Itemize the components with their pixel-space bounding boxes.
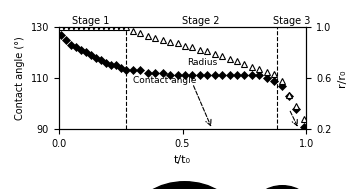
Y-axis label: r/r₀: r/r₀ <box>337 69 347 87</box>
Y-axis label: Contact angle (°): Contact angle (°) <box>15 36 25 120</box>
Text: Stage 2: Stage 2 <box>182 15 220 26</box>
Text: Contact angle: Contact angle <box>133 76 196 85</box>
X-axis label: t/t₀: t/t₀ <box>174 155 191 165</box>
Text: Radius: Radius <box>188 58 218 67</box>
Circle shape <box>135 182 234 189</box>
Circle shape <box>253 186 312 189</box>
Text: Stage 1: Stage 1 <box>72 15 110 26</box>
Text: Stage 3: Stage 3 <box>273 15 310 26</box>
